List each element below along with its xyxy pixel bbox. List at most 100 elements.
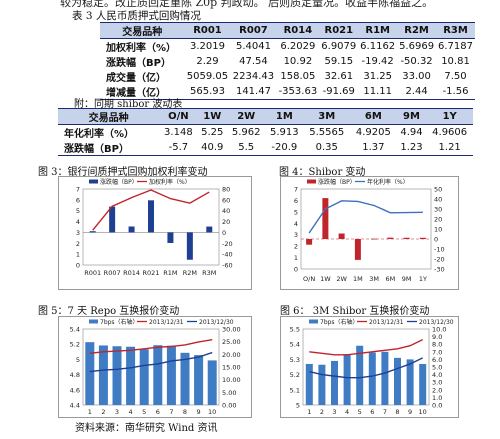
right-tick-label: -30 [434,266,445,274]
legend-label: 2013/12/30 [199,319,234,326]
right-tick-label: 30.00 [222,326,241,334]
left-tick-label: 5.2 [290,371,300,379]
fig6-chart: 5 5.1 5.2 5.3 5.4 5.5 0.01.02.03.04.05.06.07.0… [290,318,454,416]
bar [128,226,135,233]
category-label: R001 [84,269,101,277]
category-label: R014 [123,269,140,277]
row-label-cell: 年化利率（%） [64,129,135,140]
right-tick-label: 50 [434,186,442,194]
bar [318,364,326,405]
category-label: 9 [197,408,201,416]
value-cell: 1.37 [350,140,397,156]
legend-label: 加权利率（%） [149,178,191,186]
left-tick-label: 1 [294,254,298,262]
bar [387,237,394,239]
header-cell: R1M [358,22,398,39]
right-tick-label: 0.0 [432,402,442,410]
value-cell: -19.42 [361,56,394,67]
bar [354,239,361,260]
legend-label: 2013/12/31 [149,319,184,326]
left-tick-label: 5 [76,207,80,215]
table-header-row: 交易品种 O/N 1W 2W 1M 3M 6M 9M 1Y [58,108,473,125]
fig4-chart: 0 1 2 3 4 5 6 7 -30 -20 -10 0 10 20 30 40 50 O/N 1W 2W 1M 3M 6… [294,178,445,283]
left-tick-label: 2 [76,240,80,248]
left-tick-label: 4.8 [70,371,80,379]
bar [356,345,364,405]
right-tick-label: 7.0 [432,348,442,356]
category-label: 3M [369,275,379,283]
bar [166,345,176,405]
category-label: R1M [163,269,177,277]
value-cell: 141.47 [230,84,277,100]
value-cell: 6.1162 [360,41,396,52]
bar [194,355,204,405]
header-cell: R007 [230,22,277,39]
category-label: R021 [143,269,160,277]
fig5-title: 图 5：7 天 Repo 互换报价变动 [38,306,180,317]
value-cell: 158.05 [280,71,316,82]
category-label: 10 [419,408,427,416]
legend-label: 年化利率（%） [367,178,409,186]
bar [148,200,154,233]
right-tick-label: 25.00 [222,338,241,346]
table-row: 加权利率（%） 3.2019 5.4041 6.2029 6.9079 6.1162 5.6… [100,39,475,54]
value-cell: 4.9205 [355,127,391,138]
category-label: 6 [370,408,374,416]
value-cell: 33.00 [402,71,431,82]
category-label: 9 [408,408,412,416]
value-cell: 5.5565 [309,127,345,138]
bar [371,238,378,240]
left-tick-label: 5.4 [70,326,80,334]
right-tick-label: 2.0 [432,386,442,394]
legend-label: 涨跌幅（BP） [318,178,356,186]
value-cell: 2234.43 [232,71,275,82]
bar [381,351,389,405]
category-label: R2M [183,269,197,277]
right-tick-label: 20 [222,218,230,226]
value-cell: 31.25 [363,71,392,82]
row-label-cell: 涨跌幅（BP） [106,58,171,69]
value-cell: 6.7187 [438,41,473,52]
series-line [309,339,424,356]
table-row: 涨跌幅（BP） 2.29 47.54 10.92 59.15 -19.42 -50.32 10… [100,54,475,69]
category-label: 2W [336,275,347,283]
left-tick-label: 5 [294,208,298,216]
table-header-row: 交易品种 R001 R007 R014 R021 R1M R2M R3M [100,22,475,39]
value-cell: 6.9079 [321,41,357,52]
right-tick-label: 5.0 [432,364,442,372]
row-label-cell: 增减量（亿） [100,84,185,100]
left-tick-label: 4 [76,218,80,226]
category-label: 1 [88,408,92,416]
value-cell: 7.50 [444,71,467,82]
bar [368,352,376,405]
header-cell: 交易品种 [100,22,185,39]
right-tick-label: 10 [434,226,442,234]
value-cell: 40.9 [197,140,228,156]
row-label-cell: 成交量（亿） [106,73,166,84]
bar [207,360,217,405]
row-label-cell: 涨跌幅（BP） [58,140,160,156]
right-tick-label: -20 [222,240,233,248]
table-row: 成交量（亿） 5059.05 2234.43 158.05 32.61 31.25 33.0… [100,69,475,84]
value-cell: 0.35 [303,140,351,156]
bar [112,346,122,405]
left-tick-label: 5.1 [290,386,300,394]
table-row: 涨跌幅（BP） -5.7 40.9 5.5 -20.9 0.35 1.37 1.23 1.21 [58,140,473,156]
left-tick-label: 4 [294,220,298,228]
left-tick-label: 0 [294,266,298,274]
header-cell: 3M [303,108,351,125]
bar [343,354,351,405]
plot-area [82,188,220,266]
right-tick-label: 6.0 [432,356,442,364]
series-line [92,189,210,231]
category-label: 8 [395,408,399,416]
category-label: 3 [115,408,119,416]
series-line [309,357,424,379]
table-row: 增减量（亿） 565.93 141.47 -353.63 -91.69 11.11 2.44… [100,84,475,100]
category-label: 4 [345,408,349,416]
value-cell: 3.148 [164,127,193,138]
value-cell: 5.25 [201,127,224,138]
row-label-cell: 加权利率（%） [106,43,177,54]
left-tick-label: 3 [76,229,80,237]
left-tick-label: 5.2 [70,341,80,349]
